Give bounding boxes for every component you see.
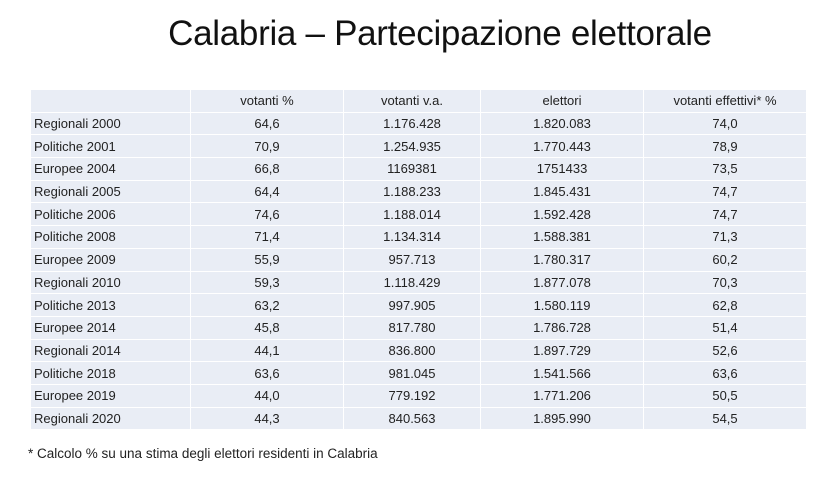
footnote: * Calcolo % su una stima degli elettori … — [28, 446, 378, 461]
cell-votanti-effettivi-pct: 63,6 — [643, 361, 807, 385]
cell-elettori: 1.770.443 — [480, 134, 644, 159]
table-row: Regionali 2020 44,3 840.563 1.895.990 54,5 — [30, 406, 807, 431]
cell-votanti-pct: 45,8 — [190, 315, 344, 340]
table-row: Regionali 2000 64,6 1.176.428 1.820.083 74,0 — [30, 111, 807, 136]
table-row: Europee 2009 55,9 957.713 1.780.317 60,2 — [30, 247, 807, 272]
header-votanti-va: votanti v.a. — [343, 89, 481, 113]
table-row: Europee 2004 66,8 1169381 1751433 73,5 — [30, 157, 807, 181]
header-elettori: elettori — [480, 89, 644, 113]
cell-label: Politiche 2013 — [30, 293, 191, 317]
cell-votanti-va: 1.188.233 — [343, 179, 481, 204]
cell-votanti-va: 957.713 — [343, 247, 481, 272]
table-row: Regionali 2014 44,1 836.800 1.897.729 52,6 — [30, 338, 807, 363]
cell-votanti-pct: 44,0 — [190, 383, 344, 408]
table-row: Regionali 2005 64,4 1.188.233 1.845.431 74,7 — [30, 179, 807, 204]
cell-votanti-pct: 64,4 — [190, 179, 344, 204]
cell-votanti-pct: 55,9 — [190, 247, 344, 272]
cell-votanti-effettivi-pct: 62,8 — [643, 293, 807, 317]
cell-votanti-effettivi-pct: 74,7 — [643, 202, 807, 227]
cell-votanti-effettivi-pct: 50,5 — [643, 383, 807, 408]
cell-votanti-pct: 64,6 — [190, 111, 344, 136]
cell-votanti-va: 836.800 — [343, 338, 481, 363]
cell-votanti-va: 981.045 — [343, 361, 481, 385]
table-row: Politiche 2006 74,6 1.188.014 1.592.428 74,7 — [30, 202, 807, 227]
cell-votanti-va: 1169381 — [343, 157, 481, 181]
cell-elettori: 1.541.566 — [480, 361, 644, 385]
cell-label: Politiche 2008 — [30, 225, 191, 249]
table-row: Europee 2019 44,0 779.192 1.771.206 50,5 — [30, 383, 807, 408]
cell-label: Europee 2004 — [30, 157, 191, 181]
cell-label: Regionali 2014 — [30, 338, 191, 363]
cell-votanti-va: 1.134.314 — [343, 225, 481, 249]
cell-votanti-pct: 59,3 — [190, 270, 344, 295]
cell-label: Regionali 2010 — [30, 270, 191, 295]
table-row: Regionali 2010 59,3 1.118.429 1.877.078 70,3 — [30, 270, 807, 295]
table-row: Politiche 2013 63,2 997.905 1.580.119 62,8 — [30, 293, 807, 317]
cell-votanti-effettivi-pct: 51,4 — [643, 315, 807, 340]
cell-votanti-pct: 44,1 — [190, 338, 344, 363]
cell-votanti-va: 1.188.014 — [343, 202, 481, 227]
cell-elettori: 1.845.431 — [480, 179, 644, 204]
cell-label: Europee 2014 — [30, 315, 191, 340]
header-votanti-pct: votanti % — [190, 89, 344, 113]
cell-votanti-pct: 70,9 — [190, 134, 344, 159]
cell-votanti-effettivi-pct: 74,7 — [643, 179, 807, 204]
cell-elettori: 1.580.119 — [480, 293, 644, 317]
header-votanti-effettivi-pct: votanti effettivi* % — [643, 89, 807, 113]
cell-votanti-va: 1.118.429 — [343, 270, 481, 295]
cell-votanti-va: 1.254.935 — [343, 134, 481, 159]
cell-elettori: 1751433 — [480, 157, 644, 181]
cell-votanti-va: 779.192 — [343, 383, 481, 408]
cell-elettori: 1.897.729 — [480, 338, 644, 363]
table-row: Politiche 2018 63,6 981.045 1.541.566 63,6 — [30, 361, 807, 385]
cell-label: Politiche 2001 — [30, 134, 191, 159]
table-row: Politiche 2001 70,9 1.254.935 1.770.443 78,9 — [30, 134, 807, 159]
cell-label: Politiche 2006 — [30, 202, 191, 227]
cell-votanti-pct: 44,3 — [190, 406, 344, 431]
cell-votanti-pct: 63,2 — [190, 293, 344, 317]
cell-votanti-effettivi-pct: 60,2 — [643, 247, 807, 272]
cell-elettori: 1.771.206 — [480, 383, 644, 408]
cell-elettori: 1.780.317 — [480, 247, 644, 272]
cell-votanti-effettivi-pct: 73,5 — [643, 157, 807, 181]
cell-votanti-va: 1.176.428 — [343, 111, 481, 136]
cell-elettori: 1.895.990 — [480, 406, 644, 431]
slide-title: Calabria – Partecipazione elettorale — [168, 14, 712, 53]
cell-votanti-va: 997.905 — [343, 293, 481, 317]
cell-label: Europee 2019 — [30, 383, 191, 408]
cell-votanti-effettivi-pct: 74,0 — [643, 111, 807, 136]
cell-elettori: 1.592.428 — [480, 202, 644, 227]
cell-elettori: 1.877.078 — [480, 270, 644, 295]
cell-label: Europee 2009 — [30, 247, 191, 272]
cell-votanti-va: 817.780 — [343, 315, 481, 340]
cell-label: Regionali 2005 — [30, 179, 191, 204]
cell-label: Regionali 2000 — [30, 111, 191, 136]
cell-elettori: 1.588.381 — [480, 225, 644, 249]
cell-elettori: 1.786.728 — [480, 315, 644, 340]
cell-elettori: 1.820.083 — [480, 111, 644, 136]
turnout-table: votanti % votanti v.a. elettori votanti eff… — [30, 89, 807, 431]
cell-votanti-effettivi-pct: 71,3 — [643, 225, 807, 249]
cell-votanti-effettivi-pct: 54,5 — [643, 406, 807, 431]
cell-votanti-pct: 71,4 — [190, 225, 344, 249]
header-label — [30, 89, 191, 113]
cell-label: Politiche 2018 — [30, 361, 191, 385]
cell-label: Regionali 2020 — [30, 406, 191, 431]
cell-votanti-effettivi-pct: 70,3 — [643, 270, 807, 295]
table-row: Europee 2014 45,8 817.780 1.786.728 51,4 — [30, 315, 807, 340]
cell-votanti-effettivi-pct: 52,6 — [643, 338, 807, 363]
table-header-row: votanti % votanti v.a. elettori votanti eff… — [30, 89, 807, 113]
cell-votanti-pct: 63,6 — [190, 361, 344, 385]
cell-votanti-pct: 74,6 — [190, 202, 344, 227]
table-row: Politiche 2008 71,4 1.134.314 1.588.381 71,3 — [30, 225, 807, 249]
cell-votanti-effettivi-pct: 78,9 — [643, 134, 807, 159]
cell-votanti-va: 840.563 — [343, 406, 481, 431]
cell-votanti-pct: 66,8 — [190, 157, 344, 181]
